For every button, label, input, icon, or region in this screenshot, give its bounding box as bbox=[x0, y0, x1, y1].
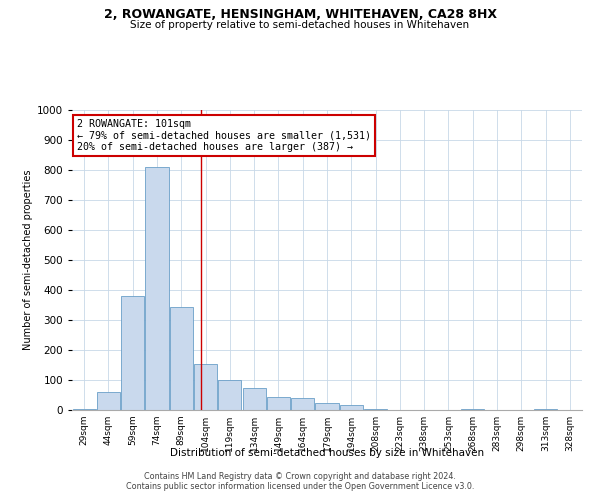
Text: Contains public sector information licensed under the Open Government Licence v3: Contains public sector information licen… bbox=[126, 482, 474, 491]
Bar bbox=[340, 404, 363, 410]
Bar bbox=[364, 408, 387, 410]
Bar bbox=[242, 388, 266, 410]
Text: Contains HM Land Registry data © Crown copyright and database right 2024.: Contains HM Land Registry data © Crown c… bbox=[144, 472, 456, 481]
Bar bbox=[267, 396, 290, 410]
Bar bbox=[194, 364, 217, 410]
Text: Distribution of semi-detached houses by size in Whitehaven: Distribution of semi-detached houses by … bbox=[170, 448, 484, 458]
Bar bbox=[121, 296, 144, 410]
Bar bbox=[316, 402, 338, 410]
Y-axis label: Number of semi-detached properties: Number of semi-detached properties bbox=[23, 170, 32, 350]
Bar bbox=[145, 167, 169, 410]
Bar bbox=[534, 408, 557, 410]
Bar bbox=[218, 380, 241, 410]
Bar bbox=[461, 408, 484, 410]
Text: Size of property relative to semi-detached houses in Whitehaven: Size of property relative to semi-detach… bbox=[130, 20, 470, 30]
Text: 2 ROWANGATE: 101sqm
← 79% of semi-detached houses are smaller (1,531)
20% of sem: 2 ROWANGATE: 101sqm ← 79% of semi-detach… bbox=[77, 119, 371, 152]
Bar bbox=[291, 398, 314, 410]
Bar bbox=[170, 306, 193, 410]
Bar bbox=[73, 409, 95, 410]
Text: 2, ROWANGATE, HENSINGHAM, WHITEHAVEN, CA28 8HX: 2, ROWANGATE, HENSINGHAM, WHITEHAVEN, CA… bbox=[104, 8, 497, 20]
Bar bbox=[97, 392, 120, 410]
